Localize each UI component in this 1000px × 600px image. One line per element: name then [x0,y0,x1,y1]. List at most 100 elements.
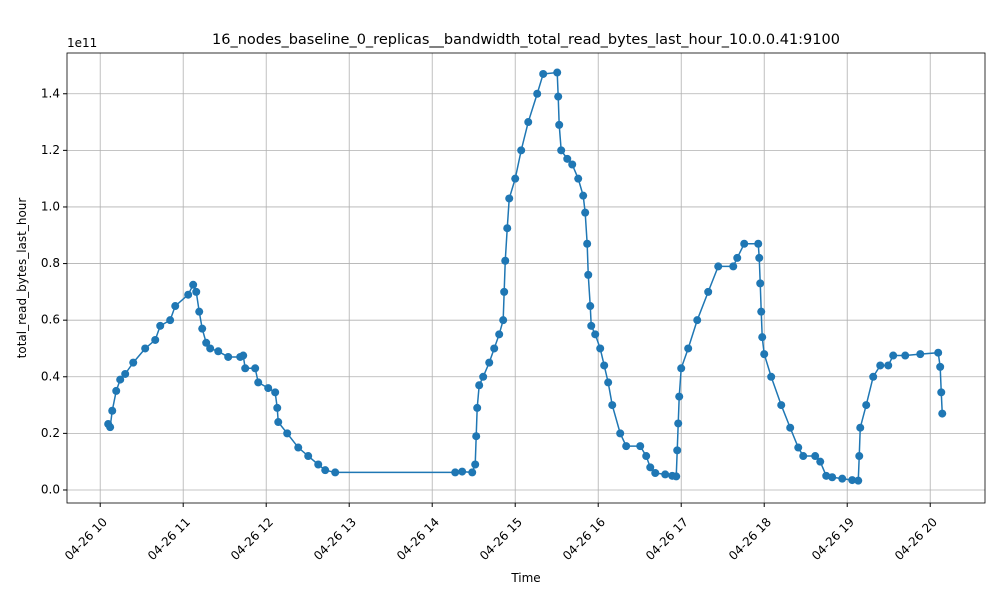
data-point [755,253,764,262]
data-point [184,290,193,299]
data-point [189,280,198,289]
data-point [901,351,910,360]
data-point [198,324,207,333]
data-point [677,364,686,373]
data-point [651,469,660,477]
data-point [758,333,767,342]
data-point [563,154,572,163]
data-point [554,92,563,101]
data-point [704,287,713,296]
data-point [568,160,577,169]
data-point [214,347,223,356]
data-point [241,364,250,373]
data-point [674,419,683,428]
data-point [271,388,280,397]
data-point [479,372,488,381]
data-point [501,256,510,265]
data-point [472,432,481,441]
y-tick-label: 1.2 [41,143,60,157]
x-tick-label: 04-26 11 [145,515,193,563]
data-point [740,239,749,248]
data-point [321,466,330,475]
data-point [195,307,204,316]
data-point [672,472,681,481]
data-point [673,446,682,455]
data-point [675,392,684,401]
data-point [151,335,160,344]
data-point [511,174,520,183]
data-point [485,358,494,367]
data-point [475,381,484,390]
data-point [555,120,564,129]
data-point [608,401,617,410]
data-point [934,348,943,357]
data-point [591,330,600,339]
data-point [777,401,786,410]
data-point [451,468,460,477]
data-point [786,423,795,432]
data-point [471,460,480,469]
data-point [129,358,138,367]
data-point [495,330,504,339]
data-point [862,401,871,410]
x-tick-label: 04-26 19 [809,515,857,563]
data-point [760,350,769,359]
data-point [756,279,765,288]
data-point [636,442,645,451]
data-point [273,403,282,412]
data-point [916,350,925,359]
data-point [884,361,893,370]
data-point [889,351,898,360]
data-point [816,457,825,466]
data-point [254,378,263,387]
data-point [600,361,609,370]
data-point [838,474,847,483]
y-tick-label: 0.2 [41,426,60,440]
data-point [642,452,651,461]
data-point [524,118,533,127]
data-point [283,429,292,438]
chart-title: 16_nodes_baseline_0_replicas__bandwidth_… [212,32,840,48]
x-tick-label: 04-26 15 [477,515,525,563]
x-tick-label: 04-26 16 [560,515,608,563]
data-point [505,194,514,203]
data-point [108,406,117,415]
data-point [579,191,588,200]
x-tick-label: 04-26 20 [892,515,940,563]
data-point [586,302,595,311]
data-point [202,338,211,347]
data-point [121,369,130,378]
data-point [587,321,596,330]
data-point [693,316,702,325]
data-point [533,89,542,98]
data-point [622,442,631,451]
data-point [458,467,467,476]
data-point [855,452,864,461]
data-point [112,386,121,395]
x-tick-label: 04-26 18 [726,515,774,563]
data-point [646,463,655,472]
data-point [714,262,723,271]
data-point [604,378,613,387]
data-point [754,239,763,248]
data-point [166,316,175,325]
data-point [848,476,857,485]
data-point [937,388,946,397]
data-point [304,452,313,461]
data-point [733,253,742,262]
data-point [794,443,803,452]
data-point [106,423,115,432]
data-point [251,364,260,373]
data-point [503,224,512,233]
data-point [596,344,605,353]
data-point [936,362,945,371]
x-tick-label: 04-26 17 [643,515,691,563]
data-point [729,262,738,271]
data-point [274,418,283,427]
y-tick-label: 1.0 [41,199,60,213]
data-point [331,468,340,477]
data-point [684,344,693,353]
data-line [107,71,944,482]
data-point [116,375,125,384]
data-point [141,344,150,353]
